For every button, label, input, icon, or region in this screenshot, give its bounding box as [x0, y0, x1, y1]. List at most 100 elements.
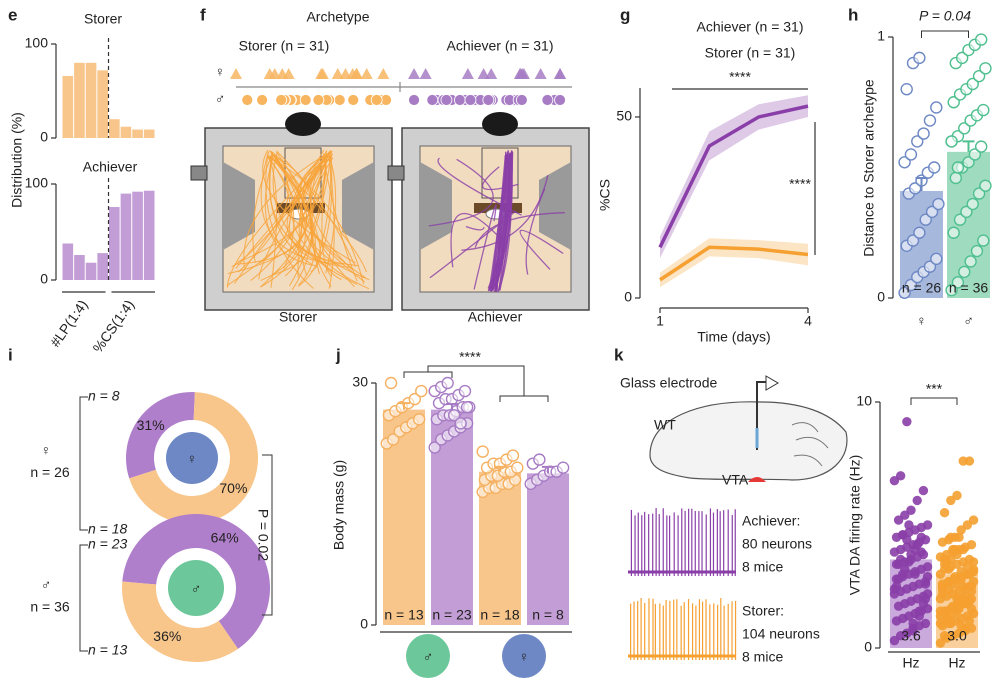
data-point: [412, 413, 426, 426]
y-axis-label: Body mass (g): [331, 460, 347, 550]
sex-symbol: ♀: [187, 451, 198, 467]
data-point: [956, 621, 966, 631]
group-badge: [406, 634, 450, 678]
archetype-marker: [268, 68, 281, 79]
trajectory: [450, 212, 505, 268]
panel-letter: f: [200, 5, 206, 24]
trajectory: [322, 155, 358, 282]
significance-bracket: [910, 397, 958, 405]
bar: [120, 193, 132, 280]
data-point: [447, 409, 461, 422]
panel-letter: g: [620, 5, 630, 24]
food-bowl: [285, 112, 321, 136]
amplifier: [765, 375, 779, 391]
trace-label: 8 mice: [742, 649, 783, 665]
trace-label: Achiever:: [742, 513, 800, 529]
data-point: [900, 510, 910, 520]
data-point: [972, 69, 986, 83]
archetype-marker: [299, 94, 312, 106]
panel-letter: j: [335, 345, 341, 364]
value-label: 31%: [137, 417, 165, 433]
p-value: P = 0.04: [919, 8, 971, 24]
data-point: [954, 532, 964, 542]
data-point: [917, 127, 930, 140]
archetype-marker: [554, 68, 567, 79]
archetype-marker: [426, 94, 439, 106]
bar: [109, 207, 120, 280]
archetype-marker: [408, 94, 420, 106]
trajectory: [275, 156, 316, 286]
lever-housing: [481, 147, 519, 199]
y-tick-label: 0: [624, 289, 632, 305]
x-axis-label: Time (days): [697, 329, 770, 345]
symbol-badge: [166, 432, 218, 484]
data-point: [923, 114, 937, 127]
sex-label: ♀: [215, 64, 226, 80]
chamber-wall: [223, 162, 255, 250]
y-tick-label: 0: [360, 616, 368, 632]
data-point: [964, 569, 975, 579]
data-point: [944, 564, 954, 574]
bar: [132, 129, 143, 138]
archetype-marker: [408, 68, 421, 79]
data-point: [953, 213, 967, 226]
data-point: [533, 453, 546, 466]
archetype-marker: [440, 94, 453, 106]
data-point: [944, 576, 954, 587]
significance-bracket: [403, 365, 549, 402]
data-point: [952, 606, 962, 616]
archetype-marker: [534, 68, 547, 79]
y-tick-label: 0: [40, 271, 48, 287]
trajectory: [492, 155, 509, 292]
archetype-marker: [347, 94, 360, 106]
y-tick-label: 100: [25, 35, 49, 51]
data-point: [977, 103, 990, 117]
archetype-marker: [482, 94, 495, 106]
archetype-marker: [230, 68, 243, 79]
data-point: [927, 161, 941, 174]
data-point: [914, 611, 924, 621]
archetype-marker: [370, 94, 383, 106]
data-point: [506, 449, 520, 462]
y-tick-label: 0: [877, 289, 885, 305]
x-tick-label: Hz: [948, 655, 965, 671]
data-point: [949, 171, 963, 185]
bar: [143, 129, 155, 138]
data-point: [958, 265, 971, 279]
data-point: [900, 82, 913, 96]
data-point: [913, 51, 926, 65]
y-tick-label: 50: [616, 108, 632, 124]
data-point: [956, 567, 966, 577]
data-point: [918, 599, 929, 609]
trace-label: 8 mice: [742, 559, 783, 575]
data-point: [911, 135, 924, 148]
y-tick-label: 10: [856, 393, 872, 409]
data-point: [925, 205, 939, 219]
data-point: [955, 51, 969, 65]
data-point: [937, 584, 948, 594]
camera: [387, 165, 405, 181]
data-point: [950, 571, 960, 582]
data-point: [930, 101, 943, 114]
pie-slice: [122, 514, 271, 649]
chamber-wall: [342, 162, 374, 250]
archetype-marker: [419, 68, 432, 79]
y-tick-label: 100: [25, 175, 49, 191]
data-point: [918, 485, 929, 496]
data-point: [958, 122, 971, 135]
chamber-wall: [539, 162, 571, 250]
data-point: [415, 384, 428, 398]
data-point: [960, 205, 973, 219]
y-axis-label: Distribution (%): [9, 112, 25, 208]
trajectory: [288, 152, 332, 287]
bar: [62, 75, 74, 138]
bar: [479, 471, 521, 625]
error-bar: [915, 176, 928, 191]
data-point: [947, 226, 960, 239]
bar: [97, 253, 108, 280]
data-point: [898, 286, 911, 299]
chamber-wall: [420, 162, 452, 250]
data-point: [460, 401, 474, 414]
data-point: [893, 515, 904, 525]
data-point: [889, 476, 900, 486]
